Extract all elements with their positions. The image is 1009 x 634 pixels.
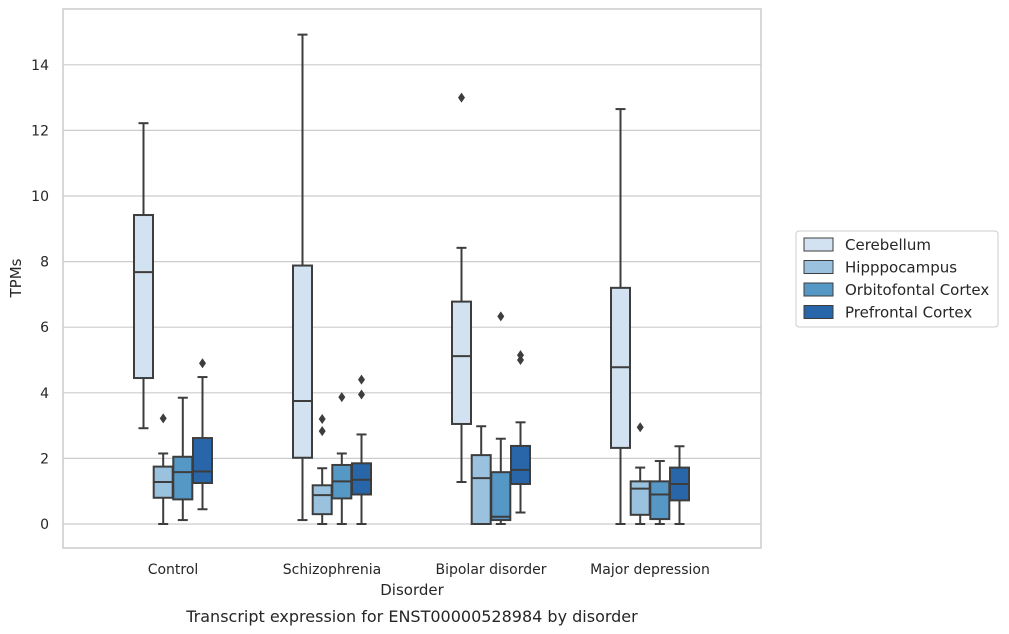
legend-swatch <box>803 282 834 297</box>
box-1-0 <box>152 413 174 525</box>
box-0-1 <box>292 33 313 522</box>
box-1-3 <box>629 422 651 525</box>
box-1-2 <box>470 425 492 525</box>
box-body <box>510 444 531 485</box>
outlier-point <box>338 392 346 403</box>
box-body <box>292 264 313 459</box>
box-0-3 <box>610 108 631 525</box>
box-body <box>629 480 651 516</box>
box-3-0 <box>192 358 213 511</box>
outlier-point <box>636 422 644 433</box>
outlier-point <box>318 426 326 437</box>
box-body <box>470 454 492 525</box>
box-2-1 <box>331 392 353 525</box>
outlier-point <box>358 374 365 385</box>
box-3-3 <box>669 445 690 525</box>
legend-label: Cerebellum <box>845 236 931 254</box>
box-layer <box>133 33 690 525</box>
box-body <box>490 471 512 522</box>
y-tick-label: 10 <box>31 189 49 205</box>
x-tick-label: Bipolar disorder <box>435 562 546 578</box>
y-tick-label: 0 <box>40 517 49 533</box>
box-3-1 <box>351 374 372 525</box>
y-tick-label: 14 <box>31 58 49 74</box>
plot-frame <box>62 8 762 549</box>
legend-frame <box>795 230 999 328</box>
outlier-point <box>318 414 326 425</box>
y-tick-label: 6 <box>40 320 49 336</box>
box-2-0 <box>172 396 194 522</box>
box-0-0 <box>133 122 154 430</box>
x-tick-label: Schizophrenia <box>283 562 381 578</box>
x-axis-label: Disorder <box>380 581 444 599</box>
x-tick-label: Major depression <box>590 562 710 578</box>
box-0-2 <box>451 92 472 484</box>
x-tick-label: Control <box>148 562 199 578</box>
box-body <box>451 300 472 425</box>
outlier-point <box>497 311 505 322</box>
box-1-1 <box>311 414 333 525</box>
y-tick-label: 8 <box>40 255 49 271</box>
outlier-point <box>458 92 465 103</box>
box-body <box>649 480 671 521</box>
legend-label: Hipppocampus <box>845 259 957 277</box>
outlier-point <box>159 413 167 424</box>
outlier-point <box>199 358 206 369</box>
legend-swatch <box>803 237 834 252</box>
tick-layer: 0 2 4 6 8 10 12 14 Control Schizophrenia Bipolar d… <box>31 58 710 578</box>
outlier-point <box>517 350 524 361</box>
y-tick-label: 2 <box>40 451 49 467</box>
outlier-point <box>358 389 365 400</box>
grid-layer <box>63 64 761 525</box>
box-2-3 <box>649 460 671 525</box>
legend-items: Cerebellum Hipppocampus Orbitofontal Corte… <box>803 236 989 322</box>
legend-swatch <box>803 305 834 319</box>
legend: Cerebellum Hipppocampus Orbitofontal Corte… <box>795 230 999 328</box>
legend-swatch <box>803 260 834 274</box>
box-body <box>172 455 194 501</box>
legend-label: Prefrontal Cortex <box>845 304 972 322</box>
chart-caption: Transcript expression for ENST0000052898… <box>185 607 638 626</box>
y-tick-label: 12 <box>31 123 49 139</box>
box-3-2 <box>510 350 531 514</box>
y-tick-label: 4 <box>40 386 49 402</box>
box-2-2 <box>490 311 512 525</box>
legend-label: Orbitofontal Cortex <box>845 281 989 299</box>
box-body <box>311 484 333 516</box>
box-body <box>192 437 213 484</box>
y-axis-label: TPMs <box>7 258 25 298</box>
box-body <box>133 214 154 380</box>
